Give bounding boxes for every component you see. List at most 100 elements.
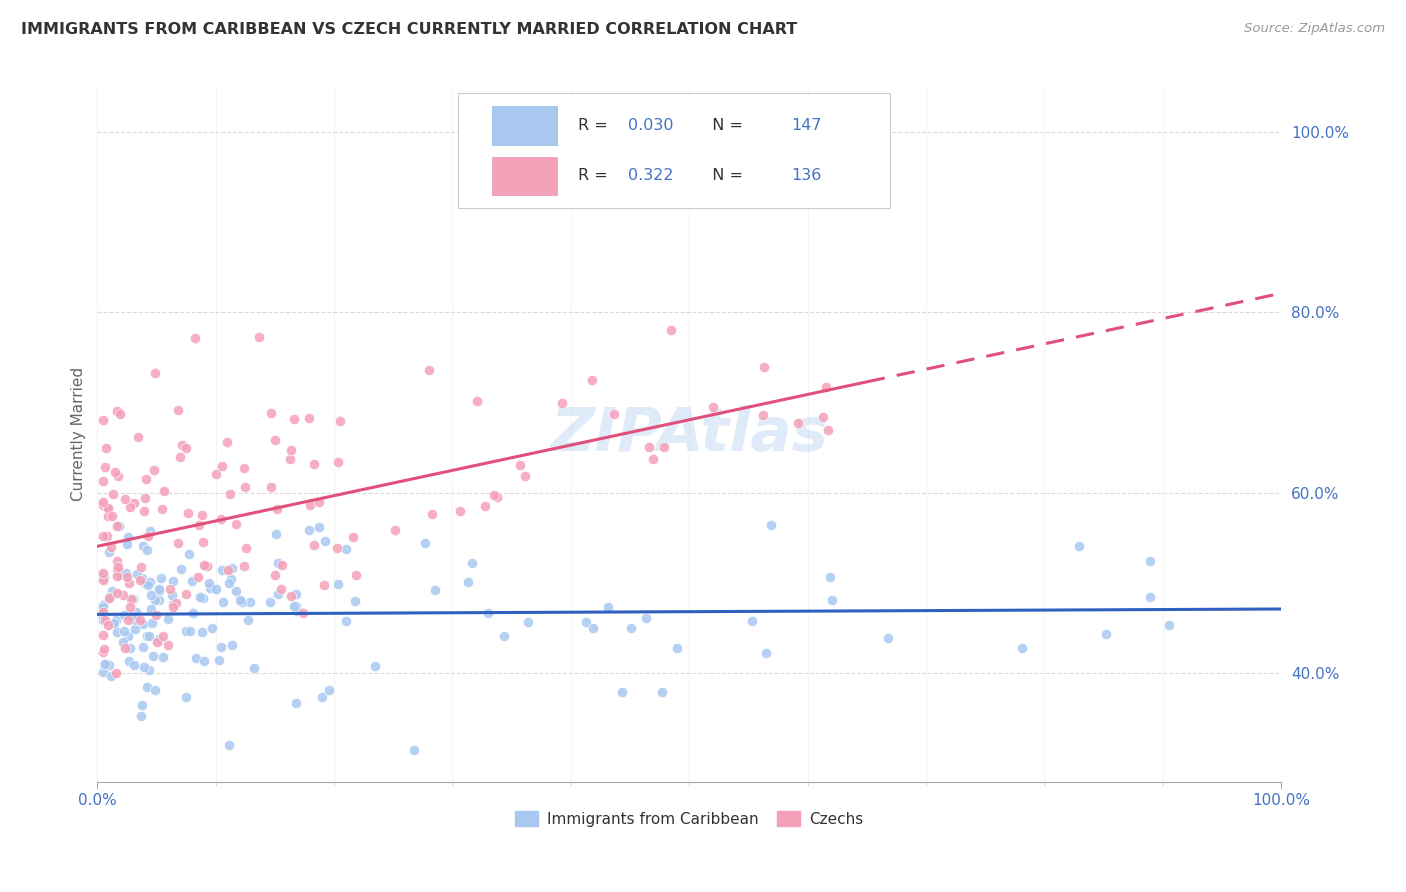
Point [105, 569, 128, 583]
Point [91, 567, 114, 582]
Point [142, 649, 165, 664]
Point [101, 583, 124, 598]
Point [93, 657, 115, 672]
Point [877, 632, 900, 646]
Point [162, 600, 184, 615]
Point [139, 574, 162, 589]
Point [218, 575, 240, 590]
Point [702, 400, 724, 414]
Point [110, 407, 132, 421]
Point [91, 412, 114, 426]
Point [91, 495, 114, 509]
Point [97, 501, 120, 516]
Point [233, 461, 256, 475]
Point [217, 435, 239, 450]
Point [205, 467, 228, 481]
Point [271, 558, 294, 572]
Point [150, 571, 173, 585]
Point [103, 616, 125, 631]
Point [239, 594, 262, 608]
Point [344, 567, 367, 582]
Point [581, 373, 603, 387]
Point [193, 558, 215, 572]
Point [98, 657, 121, 672]
Point [91, 609, 114, 624]
Point [284, 599, 307, 613]
Point [91, 665, 114, 679]
Point [108, 519, 131, 533]
Point [342, 530, 364, 544]
Point [167, 402, 190, 417]
Point [91, 605, 114, 619]
Point [91, 599, 114, 613]
Point [820, 570, 842, 584]
Point [217, 563, 239, 577]
Point [108, 567, 131, 582]
Point [821, 593, 844, 607]
Point [162, 574, 184, 588]
Point [93, 642, 115, 657]
Point [174, 690, 197, 705]
Point [235, 541, 257, 555]
Point [198, 581, 221, 595]
Point [162, 597, 184, 611]
Point [188, 591, 211, 605]
Point [105, 403, 128, 417]
Point [270, 582, 292, 596]
Point [117, 530, 139, 544]
Point [91, 475, 114, 489]
Point [143, 367, 166, 381]
Point [131, 570, 153, 584]
Point [97, 509, 120, 524]
Point [610, 685, 633, 699]
Point [465, 393, 488, 408]
Point [139, 601, 162, 615]
Point [229, 593, 252, 607]
Point [170, 562, 193, 576]
Point [156, 639, 179, 653]
Point [308, 519, 330, 533]
Point [311, 690, 333, 704]
Point [121, 609, 143, 624]
Point [104, 666, 127, 681]
Point [420, 507, 443, 521]
FancyBboxPatch shape [458, 94, 890, 208]
Point [105, 625, 128, 640]
Point [513, 468, 536, 483]
Point [179, 624, 201, 638]
Point [260, 480, 283, 494]
Point [191, 591, 214, 606]
Point [118, 575, 141, 590]
Point [136, 578, 159, 592]
Point [741, 615, 763, 629]
Point [177, 506, 200, 520]
Point [231, 595, 253, 609]
Point [278, 452, 301, 467]
Point [815, 380, 838, 394]
Point [150, 502, 173, 516]
Point [139, 588, 162, 602]
Point [191, 508, 214, 523]
Point [105, 562, 128, 576]
Point [148, 593, 170, 607]
Point [218, 738, 240, 752]
Point [191, 625, 214, 640]
Point [105, 554, 128, 568]
Point [146, 635, 169, 649]
Point [138, 663, 160, 677]
Point [152, 649, 174, 664]
Point [603, 407, 626, 421]
Point [148, 632, 170, 647]
Point [651, 685, 673, 699]
Point [153, 483, 176, 498]
Point [298, 411, 321, 425]
Point [193, 535, 215, 549]
Point [136, 629, 159, 643]
Point [201, 621, 224, 635]
Point [184, 331, 207, 345]
Point [98, 545, 121, 559]
Point [117, 629, 139, 643]
Point [302, 538, 325, 552]
Point [551, 396, 574, 410]
Point [335, 614, 357, 628]
